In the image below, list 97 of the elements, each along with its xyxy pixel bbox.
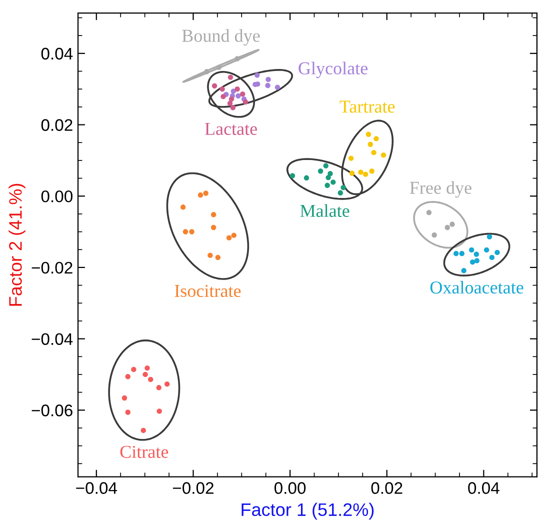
point (210, 212, 216, 218)
point (474, 252, 480, 257)
point (380, 152, 386, 158)
point (474, 258, 480, 264)
point (369, 168, 374, 174)
point (220, 94, 226, 100)
point (266, 76, 271, 82)
series-label: Tartrate (340, 100, 395, 113)
point (180, 204, 186, 210)
point (444, 224, 450, 230)
series-label: Isocitrate (174, 284, 241, 298)
point (374, 136, 379, 142)
point (122, 395, 128, 401)
point (125, 374, 130, 380)
point (164, 381, 170, 387)
point (228, 96, 234, 102)
point (204, 69, 210, 74)
point (461, 268, 466, 274)
y-tick-label: −0.04 (32, 333, 73, 345)
series-label: Free dye (410, 181, 472, 198)
point (290, 173, 296, 178)
point (203, 190, 208, 196)
y-tick-label: −0.02 (32, 262, 72, 274)
point (340, 184, 346, 190)
series-label: Lactate (204, 122, 257, 135)
y-tick-label: −0.06 (32, 404, 72, 416)
point (125, 410, 130, 415)
y-axis-title: Factor 2 (41.%) (8, 184, 26, 306)
point (274, 84, 280, 90)
point (156, 385, 162, 390)
y-tick-label: 0.00 (41, 190, 72, 202)
point (362, 172, 368, 177)
point (338, 190, 343, 196)
point (226, 235, 232, 240)
point (324, 182, 330, 188)
y-tick-label: 0.02 (41, 119, 72, 131)
point (326, 174, 331, 180)
point (208, 252, 213, 258)
series-label: Glycolate (298, 62, 368, 78)
point (470, 259, 476, 265)
point (182, 229, 188, 234)
point (468, 247, 474, 253)
point (432, 232, 437, 238)
x-tick-label: 0.02 (371, 482, 402, 494)
series-label: Citrate (120, 446, 168, 458)
point (236, 93, 241, 98)
point (234, 86, 240, 92)
point (348, 156, 354, 161)
point (156, 408, 162, 414)
series-label: Malate (300, 204, 350, 217)
point (484, 247, 490, 253)
point (323, 163, 328, 168)
point (494, 250, 500, 256)
y-tick-label: 0.04 (41, 48, 73, 60)
point (265, 82, 270, 88)
point (231, 232, 236, 238)
point (450, 222, 455, 227)
point (304, 175, 310, 181)
point (254, 72, 260, 78)
point (366, 132, 372, 137)
point (242, 99, 248, 105)
point (426, 210, 432, 216)
series-label: Oxaloacetate (430, 280, 524, 294)
point (215, 254, 221, 260)
point (198, 192, 204, 198)
point (328, 171, 333, 176)
point (234, 56, 240, 62)
point (489, 254, 495, 260)
point (144, 365, 150, 371)
point (240, 91, 246, 97)
point (228, 74, 234, 80)
x-tick-label: 0.00 (274, 482, 306, 494)
x-tick-label: −0.02 (172, 482, 214, 494)
series-label: Bound dye (182, 29, 260, 46)
point (216, 64, 222, 70)
point (486, 234, 492, 240)
point (459, 250, 464, 256)
point (212, 83, 218, 88)
point (368, 142, 373, 147)
x-tick-label: 0.04 (468, 482, 500, 494)
x-axis-title: Factor 1 (51.2%) (242, 502, 374, 520)
point (318, 168, 324, 174)
point (371, 150, 376, 156)
point (227, 100, 233, 106)
point (220, 86, 225, 92)
point (330, 180, 336, 185)
point (131, 366, 136, 372)
point (140, 428, 146, 434)
point (148, 376, 154, 382)
point (230, 105, 236, 110)
point (349, 170, 355, 176)
x-tick-label: −0.04 (76, 482, 118, 494)
point (142, 372, 148, 378)
point (210, 224, 216, 230)
point (189, 229, 194, 234)
point (453, 250, 459, 256)
point (358, 170, 364, 175)
